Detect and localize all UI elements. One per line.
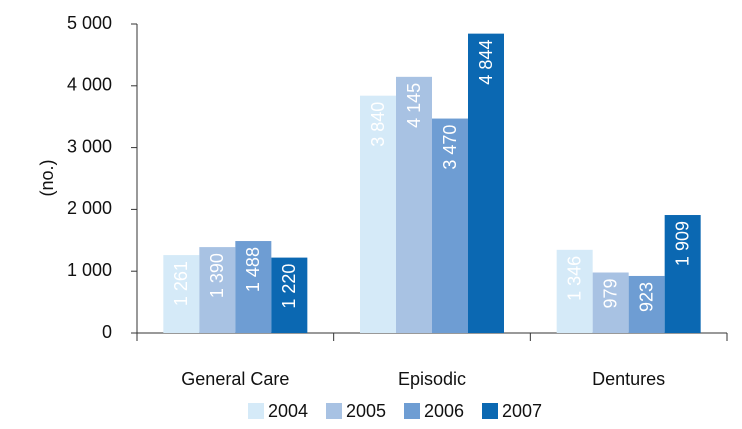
value-label: 1 346 [564, 256, 584, 301]
bar [432, 118, 468, 333]
y-axis-label: (no.) [37, 159, 57, 196]
legend-swatch [248, 403, 264, 419]
legend-swatch [326, 403, 342, 419]
x-tick-label: Episodic [398, 369, 466, 389]
legend-label: 2004 [268, 401, 308, 421]
value-label: 1 909 [672, 221, 692, 266]
bar [628, 275, 665, 333]
legend-label: 2007 [502, 401, 542, 421]
bar [163, 255, 200, 333]
bar [360, 95, 396, 333]
value-label: 3 840 [368, 102, 388, 147]
value-label: 4 145 [404, 83, 424, 128]
bar [199, 247, 236, 333]
legend-label: 2005 [346, 401, 386, 421]
legend-swatch [404, 403, 420, 419]
bar [271, 257, 308, 333]
value-label: 1 390 [207, 253, 227, 298]
value-label: 3 470 [440, 125, 460, 170]
bar [235, 241, 272, 333]
x-tick-label: Dentures [592, 369, 665, 389]
y-tick-label: 3 000 [67, 136, 112, 156]
legend-swatch [482, 403, 498, 419]
y-tick-label: 5 000 [67, 13, 112, 33]
bar [664, 215, 701, 333]
bar [592, 272, 629, 333]
value-label: 1 220 [279, 264, 299, 309]
value-label: 1 261 [171, 261, 191, 306]
value-label: 1 488 [243, 247, 263, 292]
legend-label: 2006 [424, 401, 464, 421]
bar [468, 33, 504, 333]
y-tick-label: 2 000 [67, 198, 112, 218]
value-label: 923 [636, 282, 656, 312]
value-label: 979 [600, 278, 620, 308]
y-tick-label: 0 [102, 322, 112, 342]
y-tick-label: 1 000 [67, 260, 112, 280]
x-tick-label: General Care [181, 369, 289, 389]
value-label: 4 844 [476, 40, 496, 85]
bar [396, 76, 432, 334]
bar [556, 249, 593, 333]
y-tick-label: 4 000 [67, 75, 112, 95]
